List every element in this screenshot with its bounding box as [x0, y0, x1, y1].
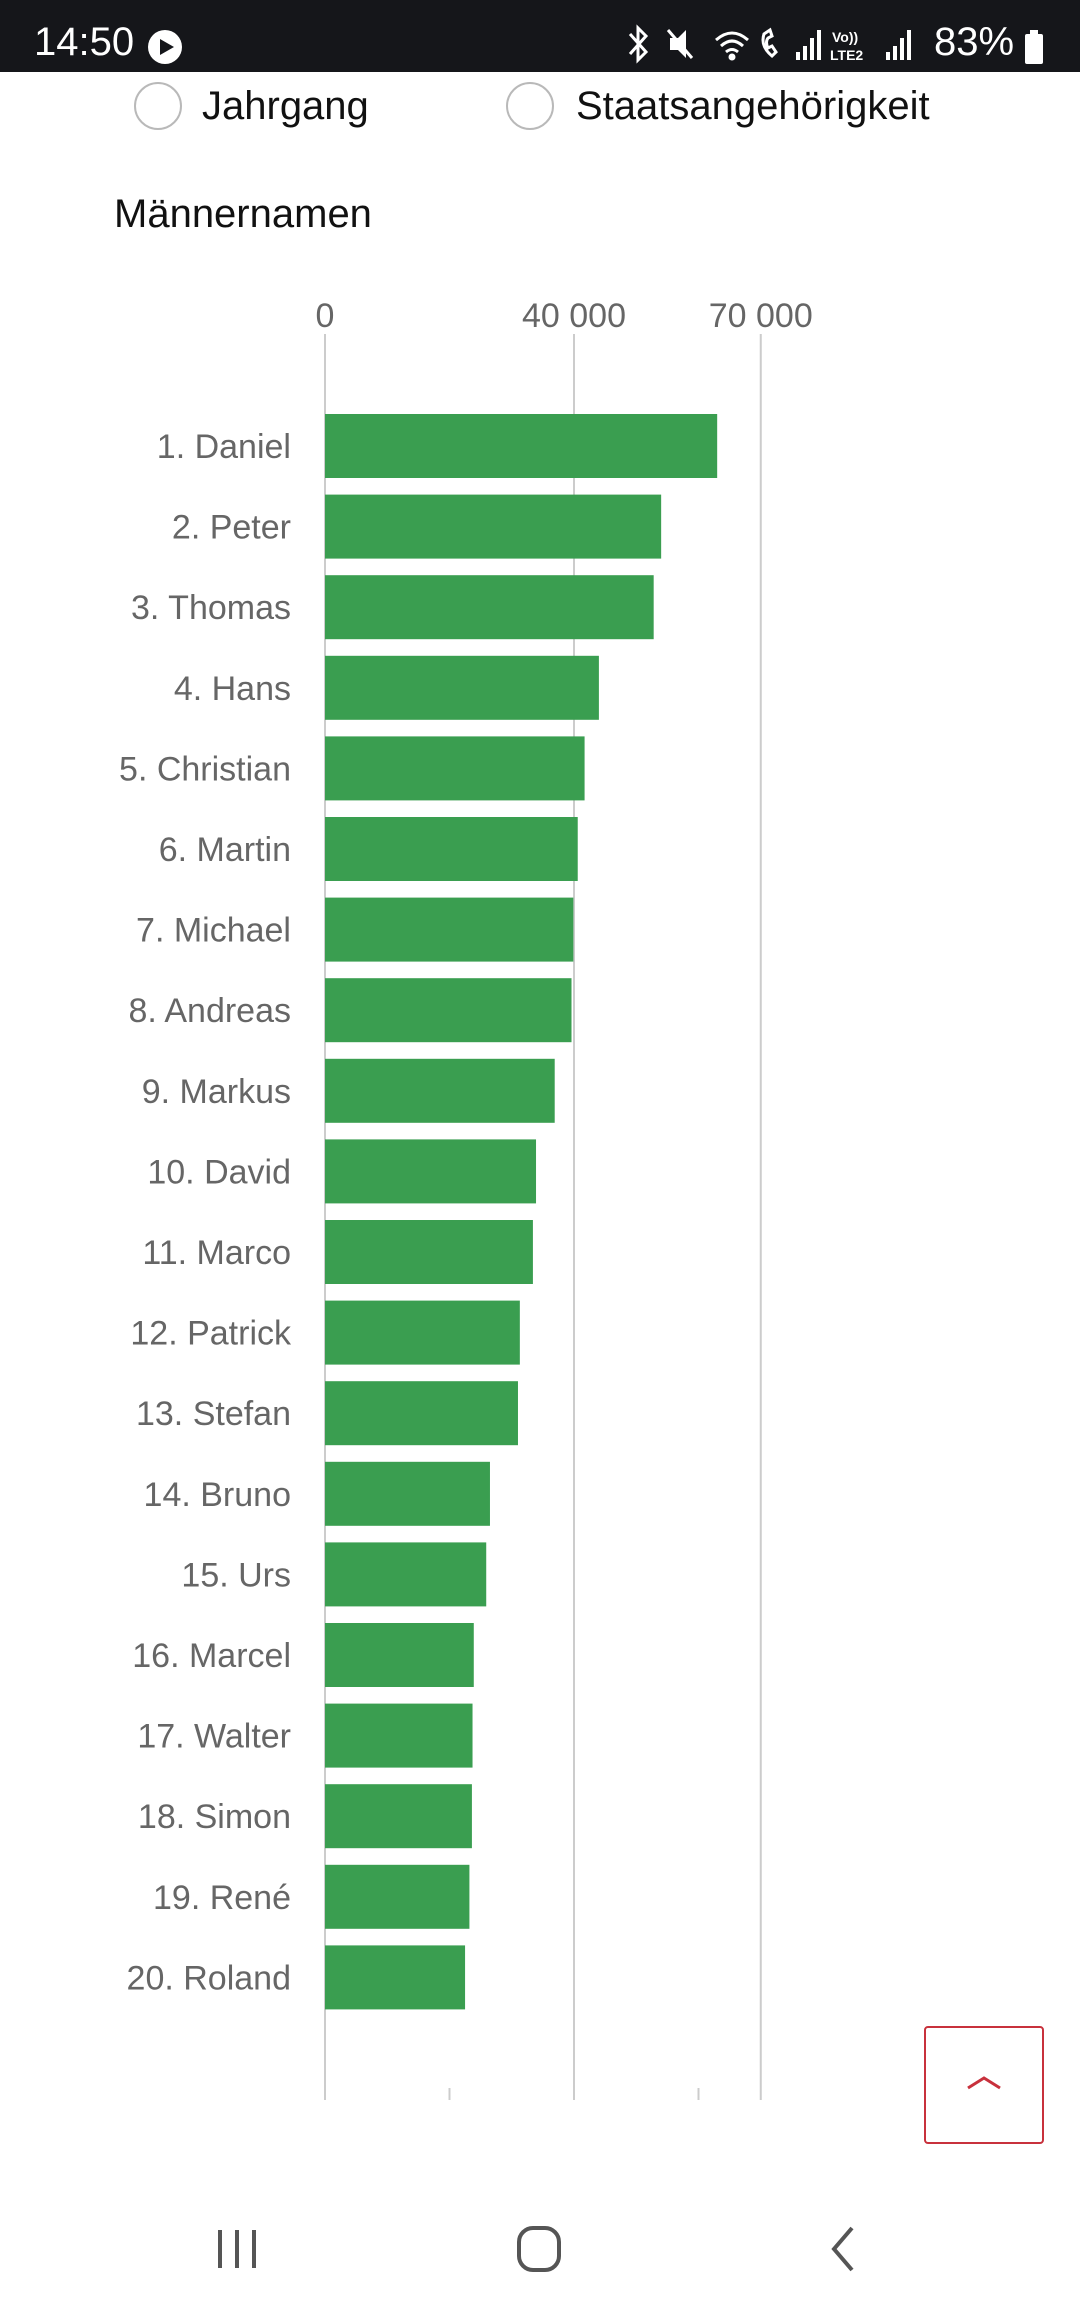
bar [325, 1864, 470, 1929]
category-label: 16. Marcel [132, 1637, 291, 1675]
category-label: 17. Walter [137, 1718, 291, 1756]
play-icon [148, 30, 182, 64]
category-label: 9. Markus [142, 1073, 291, 1111]
status-time: 14:50 [34, 20, 135, 64]
category-label: 12. Patrick [130, 1315, 292, 1353]
bar [325, 1623, 474, 1687]
recent-apps-icon[interactable] [218, 2230, 256, 2268]
bar [325, 978, 572, 1043]
bar [325, 494, 662, 559]
svg-text:LTE2: LTE2 [830, 47, 863, 63]
category-label: 10. David [147, 1153, 291, 1191]
bar [325, 1542, 487, 1607]
status-bar: 14:50 Vo)) LTE2 [0, 0, 1080, 72]
category-label: 18. Simon [138, 1798, 291, 1836]
category-label: 15. Urs [181, 1556, 291, 1594]
bar [325, 655, 599, 720]
bar [325, 736, 585, 801]
radio-label-jahrgang: Jahrgang [202, 84, 369, 128]
bar [325, 1058, 555, 1123]
category-label: 14. Bruno [144, 1476, 291, 1514]
signal-icon-2 [886, 30, 911, 60]
volte-icon: Vo)) LTE2 [830, 29, 863, 63]
category-label: 1. Daniel [157, 428, 291, 466]
battery-level: 83% [934, 20, 1015, 64]
status-icons: Vo)) LTE2 [628, 24, 911, 64]
signal-icon [796, 30, 821, 60]
bar [325, 897, 574, 962]
category-label: 20. Roland [127, 1959, 291, 1997]
mute-icon [666, 29, 694, 59]
radio-label-staatsangehoerigkeit: Staatsangehörigkeit [576, 84, 930, 128]
chart-title: Männernamen [114, 192, 372, 236]
x-tick-label: 40 000 [522, 297, 626, 335]
back-icon[interactable] [831, 2226, 854, 2272]
radio-button-jahrgang[interactable] [134, 82, 182, 130]
bar-chart: 0 40 000 70 000 1. Daniel 2. Peter 3. Thomas 4… [119, 297, 813, 2100]
bar [325, 1703, 473, 1768]
svg-text:Vo)): Vo)) [832, 29, 858, 45]
category-label: 13. Stefan [136, 1395, 291, 1433]
category-label: 3. Thomas [131, 589, 291, 627]
category-label: 4. Hans [174, 670, 291, 708]
bar [325, 414, 718, 478]
bar [325, 575, 654, 640]
x-tick-label: 0 [316, 297, 335, 335]
x-tick-label: 70 000 [709, 297, 813, 335]
bar [325, 1220, 533, 1284]
category-label: 2. Peter [172, 509, 291, 547]
category-label: 5. Christian [119, 750, 291, 788]
wifi-icon [715, 31, 749, 61]
bluetooth-icon [628, 24, 649, 64]
category-label: 7. Michael [136, 912, 291, 950]
radio-button-staatsangehoerigkeit[interactable] [506, 82, 554, 130]
bar [325, 1300, 520, 1365]
chevron-up-icon [967, 2076, 1001, 2090]
bar [325, 1784, 472, 1849]
bar [325, 1461, 490, 1526]
scroll-to-top-button[interactable] [924, 2026, 1044, 2144]
category-label: 6. Martin [159, 831, 291, 869]
bar [325, 1139, 537, 1204]
home-icon[interactable] [517, 2226, 561, 2272]
category-label: 11. Marco [142, 1234, 291, 1272]
category-label: 19. René [153, 1879, 291, 1917]
battery-icon [1025, 30, 1043, 64]
category-label: 8. Andreas [128, 992, 291, 1030]
wifi-call-icon [761, 27, 778, 59]
navigation-bar [0, 2180, 1080, 2316]
bar [325, 1945, 466, 2010]
bar [325, 1381, 518, 1446]
bar [325, 817, 578, 881]
